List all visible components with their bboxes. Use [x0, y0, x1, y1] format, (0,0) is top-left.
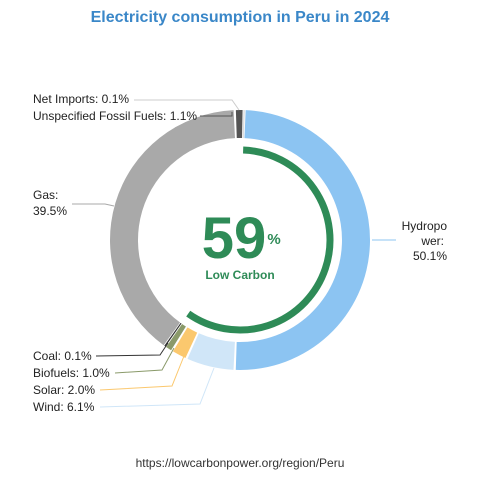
- source-url[interactable]: https://lowcarbonpower.org/region/Peru: [135, 456, 345, 470]
- center-value: 59: [202, 206, 267, 271]
- slice-gas[interactable]: [109, 110, 235, 346]
- label-gas: Gas:: [33, 188, 58, 202]
- slice-coal[interactable]: [164, 322, 182, 347]
- label-coal: Coal: 0.1%: [33, 349, 92, 363]
- label-net-imports: Net Imports: 0.1%: [33, 92, 129, 106]
- slice-unspecified-fossil-fuels[interactable]: [235, 109, 243, 139]
- label-hydropower: Hydropo: [402, 219, 448, 233]
- center-unit: %: [267, 231, 280, 248]
- slice-net-imports[interactable]: [242, 110, 245, 139]
- label-biofuels: Biofuels: 1.0%: [33, 366, 110, 380]
- label-unspecified-fossil-fuels: Unspecified Fossil Fuels: 1.1%: [33, 109, 197, 123]
- leader-line-gas: [72, 203, 115, 207]
- slice-wind[interactable]: [187, 333, 235, 370]
- label-solar: Solar: 2.0%: [33, 383, 95, 397]
- leader-line-unspecified-fossil-fuels: [200, 112, 233, 117]
- leader-line-net-imports: [134, 99, 240, 111]
- slice-solar[interactable]: [173, 327, 198, 358]
- label-hydropower: 50.1%: [413, 249, 447, 263]
- low-carbon-ring: [186, 146, 334, 334]
- leader-line-wind: [99, 367, 215, 408]
- leader-line-biofuels: [114, 347, 175, 374]
- chart-title: Electricity consumption in Peru in 2024: [90, 9, 390, 26]
- label-wind: Wind: 6.1%: [33, 400, 95, 414]
- label-gas: 39.5%: [33, 204, 67, 218]
- label-hydropower: wer:: [420, 234, 444, 248]
- slice-hydropower[interactable]: [235, 110, 371, 371]
- slice-biofuels[interactable]: [166, 323, 186, 351]
- leader-line-coal: [95, 342, 169, 357]
- leader-line-solar: [99, 355, 185, 391]
- center-caption: Low Carbon: [205, 268, 274, 282]
